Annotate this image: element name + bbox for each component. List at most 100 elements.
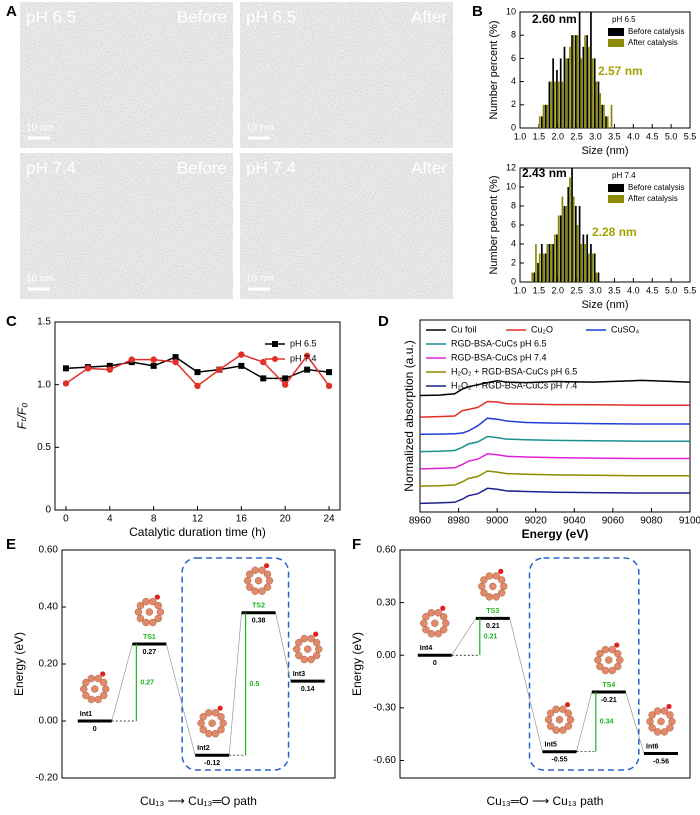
plot-frame — [54, 321, 341, 511]
y-axis-label: Fₜ/F₀ — [15, 403, 29, 430]
legend-label: After catalysis — [628, 38, 678, 47]
bar — [567, 187, 570, 282]
marker — [84, 365, 92, 372]
bar — [567, 58, 570, 128]
x-tick-label: 1.0 — [514, 131, 527, 141]
y-tick-label: 0.00 — [377, 650, 397, 661]
marker — [172, 354, 179, 361]
connector — [451, 618, 477, 656]
marker — [238, 351, 245, 358]
level-name: Int5 — [545, 742, 558, 749]
y-tick-label: 6 — [511, 219, 516, 229]
x-tick-label: 3.0 — [589, 285, 602, 295]
cluster-atom — [442, 619, 450, 627]
cluster-atom — [648, 724, 656, 732]
marker — [304, 366, 311, 373]
cluster-atom — [596, 662, 604, 671]
scale-label: 10 nm — [246, 123, 274, 134]
cluster-atom — [559, 705, 567, 713]
micrograph — [240, 153, 453, 299]
bar — [552, 58, 554, 128]
bar — [597, 272, 600, 282]
x-tick-label: 5.0 — [665, 131, 678, 141]
x-tick-label: 2.5 — [570, 285, 583, 295]
barrier-label: 0.27 — [140, 679, 154, 686]
level-value: 0 — [93, 726, 97, 733]
highlight-box — [528, 557, 640, 771]
marker — [216, 366, 223, 373]
y-tick-label: 1.5 — [37, 317, 51, 328]
cluster-atom — [500, 582, 508, 591]
bar — [569, 177, 571, 282]
legend-title: pH 6.5 — [612, 15, 636, 24]
cluster-atom — [601, 666, 610, 675]
connector — [166, 643, 196, 756]
x-axis-label: Cu₁₃═O ⟶ Cu₁₃ path — [487, 794, 604, 808]
x-tick-label: 2.5 — [570, 131, 583, 141]
bar — [591, 58, 594, 128]
bar — [544, 253, 547, 282]
cluster-atom — [608, 666, 616, 675]
cluster-atom — [653, 707, 662, 715]
bar — [538, 116, 541, 128]
cluster-atom — [653, 728, 662, 736]
y-tick-label: 0.20 — [39, 659, 59, 670]
series-line — [419, 453, 690, 470]
marker — [106, 366, 114, 373]
bar — [552, 244, 554, 282]
x-tick-label: 2.0 — [552, 131, 565, 141]
cluster-atom — [263, 583, 272, 591]
y-tick-label: 0.60 — [39, 545, 59, 556]
cluster-atom — [102, 685, 110, 693]
x-tick-label: 4.0 — [627, 131, 640, 141]
cluster-atom — [199, 725, 207, 734]
cluster-atom — [211, 729, 220, 738]
bar — [582, 46, 585, 128]
panel-label: B — [472, 3, 483, 20]
condition-label: pH 7.4 — [246, 158, 296, 177]
bar — [571, 35, 573, 129]
y-axis-label: Number percent (%) — [488, 20, 500, 119]
barrier-label: 0.5 — [250, 681, 260, 688]
cluster-atom — [94, 695, 102, 704]
cluster-atom — [594, 656, 602, 664]
cluster-atom — [87, 674, 96, 683]
bar — [591, 253, 594, 282]
bar — [571, 168, 573, 282]
micrograph — [20, 2, 233, 148]
cluster-atom — [601, 645, 610, 654]
x-tick-label: 9040 — [563, 516, 586, 527]
level-name: TS3 — [486, 608, 499, 615]
x-tick-label: 4.5 — [646, 285, 659, 295]
bar — [580, 58, 583, 128]
cluster-atom — [312, 651, 321, 660]
marker — [194, 382, 201, 390]
cluster-atom — [427, 629, 436, 638]
cluster-atom — [145, 608, 154, 616]
oxygen-atom — [614, 642, 620, 648]
bar — [535, 244, 537, 282]
cluster-atom — [99, 678, 108, 687]
cluster-atom — [300, 634, 309, 643]
y-tick-label: 2 — [511, 257, 516, 267]
bar — [590, 12, 592, 128]
bar — [548, 244, 551, 282]
cluster-atom — [136, 614, 145, 623]
oxygen-atom — [100, 671, 106, 677]
cluster-atom — [480, 589, 488, 597]
y-tick-label: 4 — [511, 238, 516, 248]
x-tick-label: 5.5 — [684, 285, 697, 295]
bar — [572, 196, 575, 282]
cluster-atom — [660, 707, 669, 715]
x-tick-label: 4 — [107, 514, 113, 525]
bar — [544, 104, 547, 128]
cluster-atom — [559, 726, 567, 734]
cluster-atom — [427, 609, 436, 617]
legend-label: pH 6.5 — [290, 338, 317, 348]
state-label: Before — [177, 7, 227, 26]
legend-label: H₂O₂ + RGD-BSA-CuCs pH 7.4 — [451, 380, 577, 390]
y-tick-label: -0.60 — [373, 755, 396, 766]
bar — [563, 206, 566, 282]
cluster-atom — [646, 717, 654, 726]
bar — [569, 46, 571, 128]
